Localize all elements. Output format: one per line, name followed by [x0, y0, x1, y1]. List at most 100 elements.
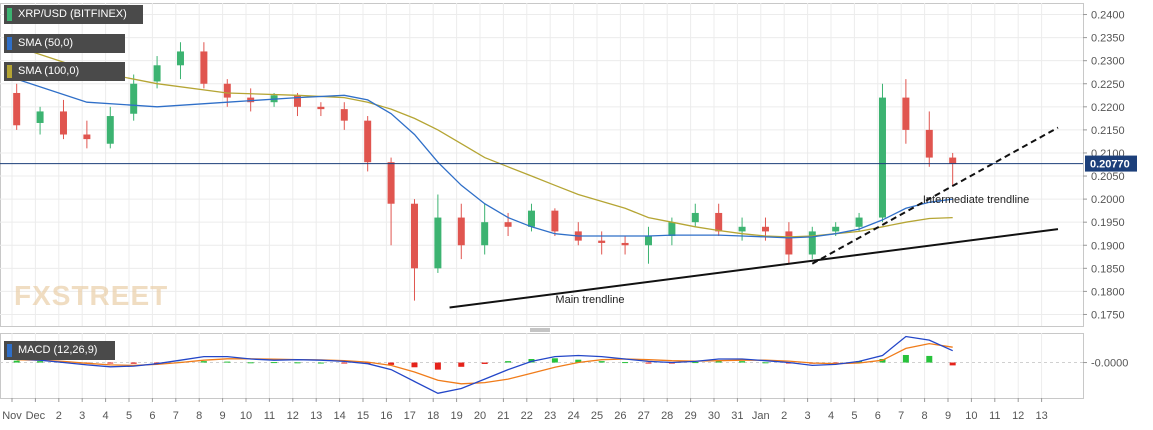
macd-label: MACD (12,26,9) — [4, 341, 115, 360]
date-tick-label: 15 — [357, 410, 369, 422]
date-tick-label: 8 — [922, 410, 928, 422]
macd-histogram-bar — [294, 362, 301, 364]
macd-histogram-bar — [926, 355, 933, 363]
candle-body — [715, 212, 723, 232]
sma50-line — [16, 78, 953, 239]
current-price-value: 0.20770 — [1090, 159, 1130, 171]
date-tick-label: 9 — [945, 410, 951, 422]
date-tick-label: 6 — [149, 410, 155, 422]
date-tick-label: 13 — [1035, 410, 1047, 422]
date-tick-label: 13 — [310, 410, 322, 422]
macd-pane-frame — [0, 333, 1084, 399]
candle-body — [13, 92, 21, 126]
date-tick-label: 7 — [173, 410, 179, 422]
price-tick-label: 0.1750 — [1091, 309, 1125, 321]
sma100-swatch — [7, 65, 12, 78]
candle-body — [387, 162, 395, 204]
date-tick-label: 2 — [56, 410, 62, 422]
price-tick-label: 0.2250 — [1091, 79, 1125, 91]
macd-histogram-bar — [481, 362, 488, 364]
date-tick-label: 28 — [661, 410, 673, 422]
date-tick-label: 8 — [196, 410, 202, 422]
macd-histogram-bar — [388, 362, 395, 365]
macd-histogram-bar — [13, 360, 20, 363]
date-tick-label: 31 — [731, 410, 743, 422]
date-tick-label: 19 — [450, 410, 462, 422]
macd-histogram-bar — [762, 362, 769, 364]
date-tick-label: 26 — [614, 410, 626, 422]
date-tick-label: 2 — [781, 410, 787, 422]
date-tick-label: Jan — [752, 410, 770, 422]
date-tick-label: 11 — [264, 410, 275, 422]
macd-histogram-bar — [341, 362, 348, 364]
macd-histogram-bar — [551, 358, 558, 363]
candle-body — [410, 203, 418, 269]
candle-body — [551, 210, 559, 232]
sma50-swatch — [7, 37, 12, 50]
candle-body — [761, 226, 769, 232]
price-tick-label: 0.2000 — [1091, 194, 1125, 206]
date-tick-label: 16 — [380, 410, 392, 422]
candle-body — [223, 83, 231, 98]
macd-histogram-bar — [200, 361, 207, 363]
macd-histogram-bar — [692, 362, 699, 364]
candle-body — [832, 226, 840, 232]
sma50-label: SMA (50,0) — [4, 34, 125, 53]
main-trendline-label: Main trendline — [555, 294, 624, 306]
date-tick-label: Dec — [26, 410, 46, 422]
price-tick-label: 0.2200 — [1091, 102, 1125, 114]
candle-body — [247, 97, 255, 103]
date-tick-label: 22 — [521, 410, 533, 422]
candle-body — [364, 120, 372, 163]
candle-body — [317, 106, 325, 110]
macd-histogram-bar — [224, 361, 231, 363]
macd-swatch — [7, 344, 12, 357]
macd-histogram-bar — [645, 362, 652, 364]
price-tick-label: 0.1900 — [1091, 240, 1125, 252]
macd-histogram-bar — [575, 359, 582, 363]
price-pane-frame — [0, 3, 1084, 327]
candle-body — [878, 97, 886, 218]
candle-body — [785, 231, 793, 255]
candle-body — [504, 222, 512, 227]
date-tick-label: 30 — [708, 410, 720, 422]
candle-body — [691, 212, 699, 223]
sma100-label: SMA (100,0) — [4, 62, 125, 81]
macd-histogram-bar — [271, 362, 278, 364]
candle-body — [59, 111, 67, 135]
candle-body — [668, 222, 676, 237]
candle-body — [434, 217, 442, 269]
date-tick-label: 25 — [591, 410, 603, 422]
date-tick-label: 14 — [333, 410, 345, 422]
price-tick-label: 0.2300 — [1091, 56, 1125, 68]
fxstreet-watermark: FXSTREET — [14, 280, 168, 311]
up-swatch — [7, 8, 12, 21]
macd-line — [16, 335, 953, 394]
macd-histogram-bar — [37, 361, 44, 363]
candle-body — [340, 109, 348, 121]
candle-body — [176, 51, 184, 66]
date-tick-label: Nov — [2, 410, 22, 422]
candle-body — [902, 97, 910, 130]
price-tick-label: 0.2400 — [1091, 10, 1125, 22]
candle-body — [808, 231, 816, 255]
date-tick-label: 4 — [828, 410, 834, 422]
candle-body — [598, 240, 606, 243]
macd-histogram-bar — [505, 361, 512, 363]
candle-body — [293, 95, 301, 107]
date-tick-label: 21 — [497, 410, 509, 422]
candle-body — [621, 242, 629, 246]
macd-histogram-bar — [902, 354, 909, 363]
candle-body — [481, 222, 489, 246]
macd-text: MACD (12,26,9) — [18, 344, 98, 356]
candle-body — [130, 83, 138, 114]
sma100-text: SMA (100,0) — [18, 65, 80, 77]
date-tick-label: 4 — [103, 410, 109, 422]
candle-body — [36, 111, 44, 123]
main-trendline — [449, 228, 1059, 309]
current-price-tag — [1085, 155, 1137, 172]
date-tick-label: 7 — [898, 410, 904, 422]
candle-body — [106, 116, 114, 144]
date-tick-label: 20 — [474, 410, 486, 422]
